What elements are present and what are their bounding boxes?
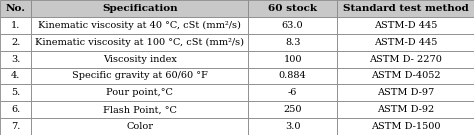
Text: Viscosity index: Viscosity index	[103, 55, 177, 64]
Text: 7.: 7.	[11, 122, 20, 131]
Text: ASTM-D 445: ASTM-D 445	[374, 38, 437, 47]
Text: ASTM D- 2270: ASTM D- 2270	[369, 55, 442, 64]
Text: No.: No.	[6, 4, 26, 13]
Text: 1.: 1.	[11, 21, 20, 30]
Text: Specific gravity at 60/60 °F: Specific gravity at 60/60 °F	[72, 71, 208, 80]
Text: 3.: 3.	[11, 55, 20, 64]
Bar	[31, 51, 248, 68]
Text: Pour point,°C: Pour point,°C	[107, 88, 173, 97]
Bar	[248, 34, 337, 51]
Text: ASTM D-4052: ASTM D-4052	[371, 71, 440, 80]
Text: ASTM-D 445: ASTM-D 445	[374, 21, 437, 30]
Bar	[0, 118, 31, 135]
Bar	[31, 17, 248, 34]
Text: Standard test method: Standard test method	[343, 4, 468, 13]
Text: 0.884: 0.884	[279, 71, 307, 80]
Bar	[337, 17, 474, 34]
Text: 100: 100	[283, 55, 302, 64]
Text: Color: Color	[127, 122, 154, 131]
Bar	[0, 68, 31, 84]
Text: ASTM D-97: ASTM D-97	[377, 88, 434, 97]
Bar	[0, 84, 31, 101]
Bar	[337, 101, 474, 118]
Bar	[337, 51, 474, 68]
Text: ASTM D-92: ASTM D-92	[377, 105, 434, 114]
Bar	[337, 84, 474, 101]
Text: 2.: 2.	[11, 38, 20, 47]
Bar	[0, 34, 31, 51]
Bar	[337, 34, 474, 51]
Bar	[337, 68, 474, 84]
Bar	[248, 17, 337, 34]
Text: 6.: 6.	[11, 105, 20, 114]
Text: 3.0: 3.0	[285, 122, 301, 131]
Text: Specification: Specification	[102, 4, 178, 13]
Text: Kinematic viscosity at 40 °C, cSt (mm²/s): Kinematic viscosity at 40 °C, cSt (mm²/s…	[38, 21, 241, 30]
Bar	[248, 118, 337, 135]
Text: 4.: 4.	[11, 71, 20, 80]
Bar	[31, 118, 248, 135]
Bar	[248, 101, 337, 118]
Bar	[31, 101, 248, 118]
Bar	[0, 51, 31, 68]
Text: ASTM D-1500: ASTM D-1500	[371, 122, 440, 131]
Bar	[248, 84, 337, 101]
Bar	[337, 118, 474, 135]
Bar	[248, 0, 337, 17]
Bar	[0, 101, 31, 118]
Text: 63.0: 63.0	[282, 21, 303, 30]
Bar	[0, 17, 31, 34]
Bar	[31, 84, 248, 101]
Bar	[248, 68, 337, 84]
Text: 60 stock: 60 stock	[268, 4, 317, 13]
Text: 250: 250	[283, 105, 302, 114]
Bar	[31, 68, 248, 84]
Bar	[0, 0, 31, 17]
Bar	[31, 0, 248, 17]
Text: 8.3: 8.3	[285, 38, 301, 47]
Bar	[337, 0, 474, 17]
Bar	[248, 51, 337, 68]
Text: Flash Point, °C: Flash Point, °C	[103, 105, 177, 114]
Text: -6: -6	[288, 88, 297, 97]
Bar	[31, 34, 248, 51]
Text: 5.: 5.	[11, 88, 20, 97]
Text: Kinematic viscosity at 100 °C, cSt (mm²/s): Kinematic viscosity at 100 °C, cSt (mm²/…	[36, 38, 245, 47]
